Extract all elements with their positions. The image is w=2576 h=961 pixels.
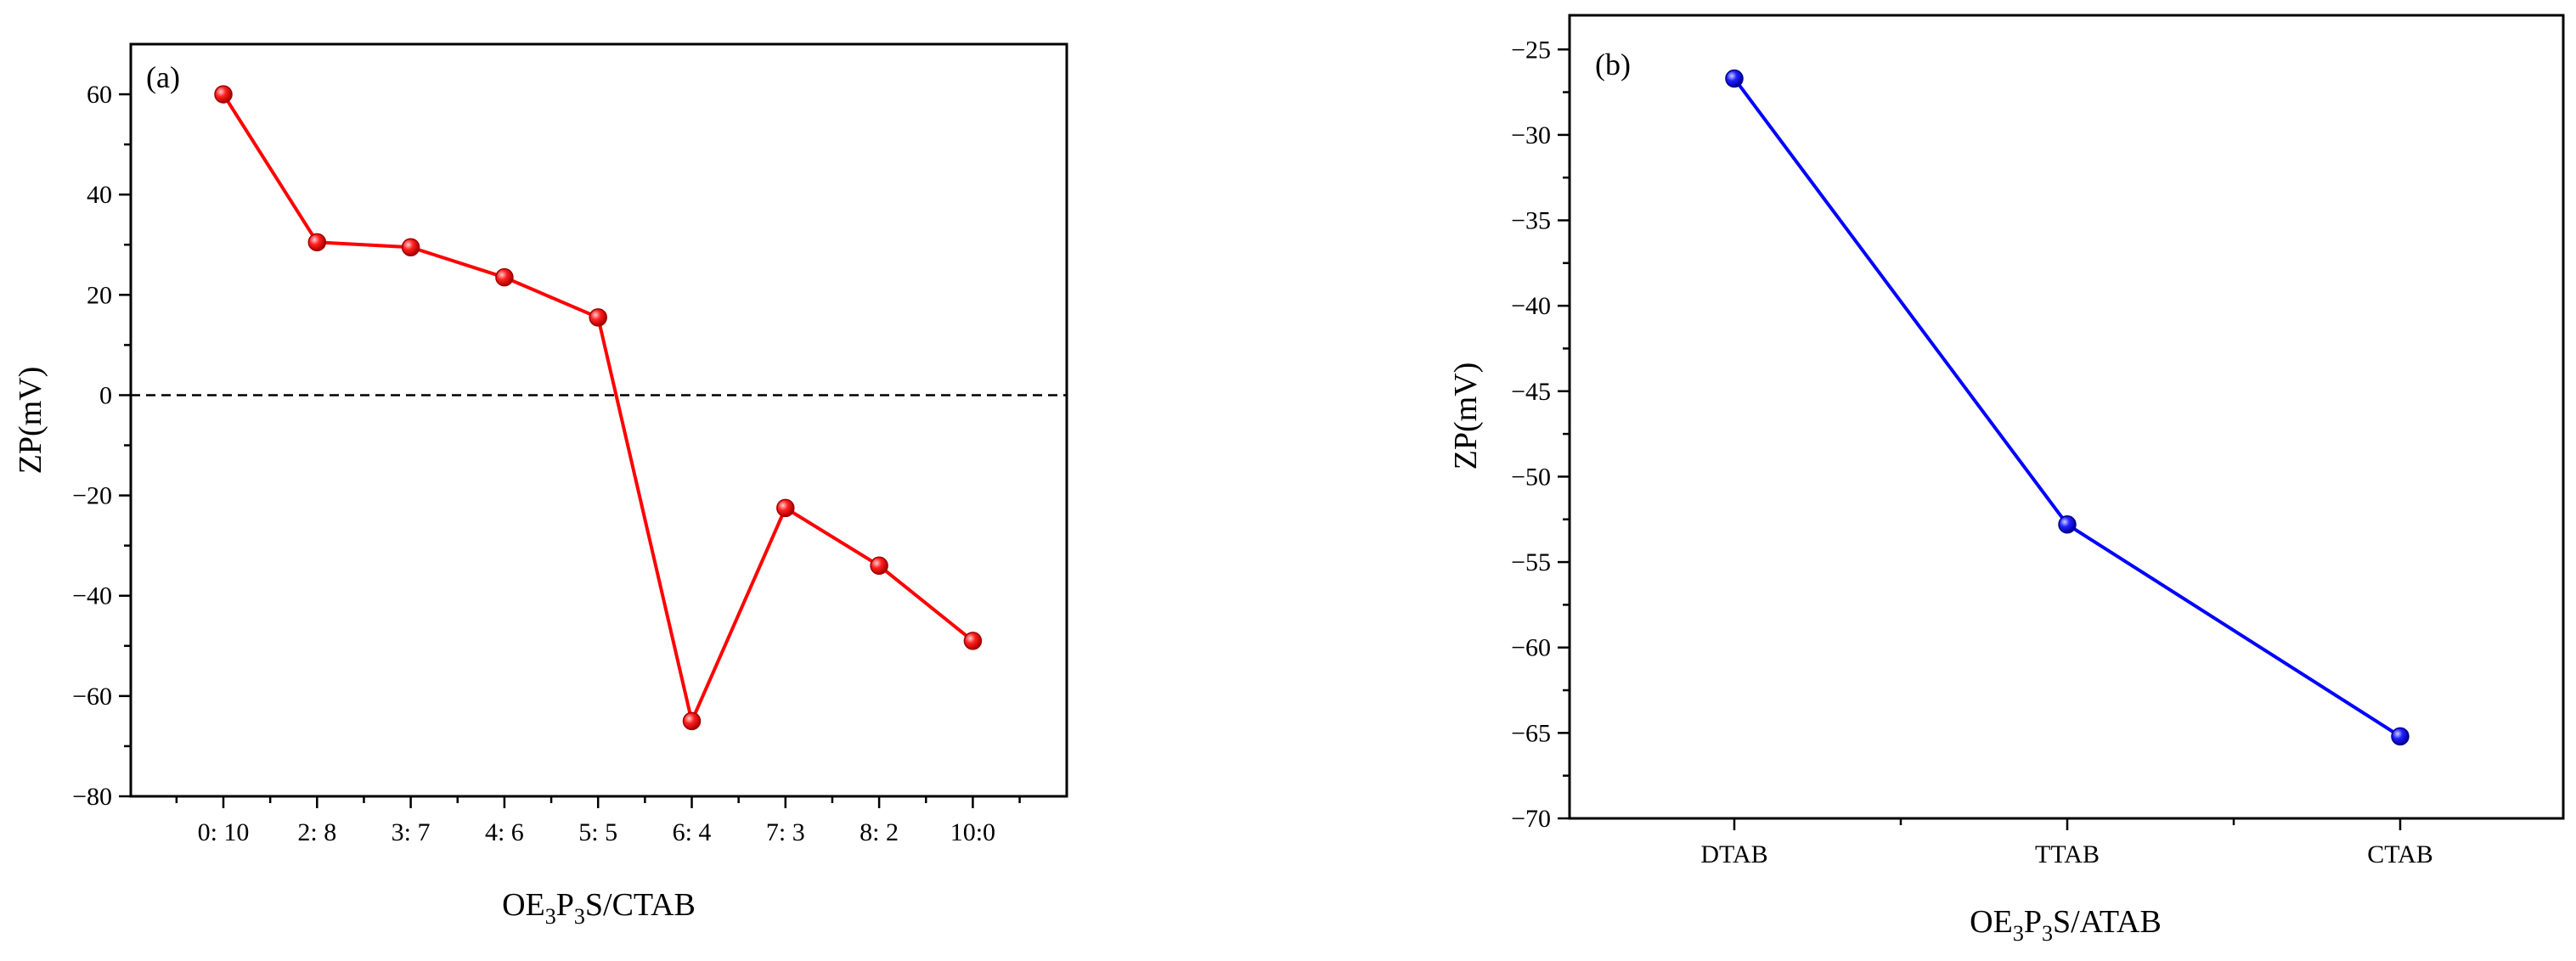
x-tick-label: 6: 4 (673, 818, 712, 846)
x-axis-b: DTAB TTAB CTAB (1700, 818, 2433, 868)
y-tick-label: −80 (72, 783, 112, 811)
data-point (682, 711, 702, 731)
y-tick-label: −65 (1511, 719, 1551, 747)
x-tick-label: 2: 8 (297, 818, 336, 846)
x-tick-label: CTAB (2367, 840, 2433, 868)
plot-frame-b (1568, 14, 2565, 820)
data-point (495, 267, 514, 287)
y-axis-title-a: ZP(mV) (13, 367, 48, 475)
series-b (1725, 69, 2410, 746)
data-point (963, 632, 983, 650)
x-tick-label: DTAB (1700, 840, 1767, 868)
y-tick-label: 0 (99, 381, 112, 409)
data-point (2391, 727, 2410, 746)
x-tick-label: 5: 5 (578, 818, 617, 846)
y-tick-label: −40 (72, 582, 112, 610)
x-tick-label: 4: 6 (485, 818, 524, 846)
series-a (214, 85, 983, 731)
chart-a: −80 −60 −40 −20 0 20 40 60 0: 10 2: 8 3: 7 4: 6 5: … (13, 42, 1068, 929)
x-tick-label: 10:0 (950, 818, 995, 846)
data-point (589, 308, 607, 327)
y-axis-a: −80 −60 −40 −20 0 20 40 60 (72, 81, 131, 811)
data-point (401, 238, 420, 256)
panel-label-b: (b) (1595, 48, 1631, 81)
data-point (1725, 69, 1744, 88)
y-tick-label: −60 (72, 683, 112, 711)
y-tick-label: −30 (1511, 121, 1551, 149)
data-point (870, 556, 888, 576)
y-tick-label: −70 (1511, 805, 1551, 833)
x-tick-label: 8: 2 (860, 818, 899, 846)
y-tick-label: −20 (72, 482, 112, 510)
y-tick-label: −35 (1511, 207, 1551, 235)
data-point (214, 85, 233, 104)
data-point (2058, 515, 2077, 534)
y-tick-label: −60 (1511, 634, 1551, 662)
series-line (222, 93, 974, 723)
y-tick-label: 40 (87, 181, 112, 209)
data-point (776, 498, 795, 518)
plot-frame-a (129, 42, 1068, 798)
y-tick-label: −25 (1511, 36, 1551, 64)
x-axis-title-a: OE3P3S/CTAB (502, 887, 696, 929)
x-tick-label: 3: 7 (392, 818, 431, 846)
x-tick-label: 0: 10 (198, 818, 250, 846)
y-tick-label: −55 (1511, 548, 1551, 576)
x-axis-a: 0: 10 2: 8 3: 7 4: 6 5: 5 6: 4 7: 3 8: 2 10:0 (175, 796, 1021, 846)
y-tick-label: −50 (1511, 463, 1551, 491)
chart-b: −70 −65 −60 −55 −50 −45 −40 −35 −30 −25 DTAB TTAB C… (1448, 14, 2565, 946)
series-line (1733, 77, 2402, 739)
y-axis-title-b: ZP(mV) (1448, 362, 1484, 470)
x-tick-label: TTAB (2035, 840, 2100, 868)
x-tick-label: 7: 3 (766, 818, 805, 846)
y-tick-label: 60 (87, 81, 112, 109)
data-point (307, 233, 327, 252)
y-axis-b: −70 −65 −60 −55 −50 −45 −40 −35 −30 −25 (1511, 36, 1570, 833)
panel-label-a: (a) (146, 60, 180, 94)
x-axis-title-b: OE3P3S/ATAB (1970, 904, 2162, 946)
y-tick-label: −45 (1511, 378, 1551, 406)
y-tick-label: 20 (87, 281, 112, 309)
y-tick-label: −40 (1511, 292, 1551, 320)
